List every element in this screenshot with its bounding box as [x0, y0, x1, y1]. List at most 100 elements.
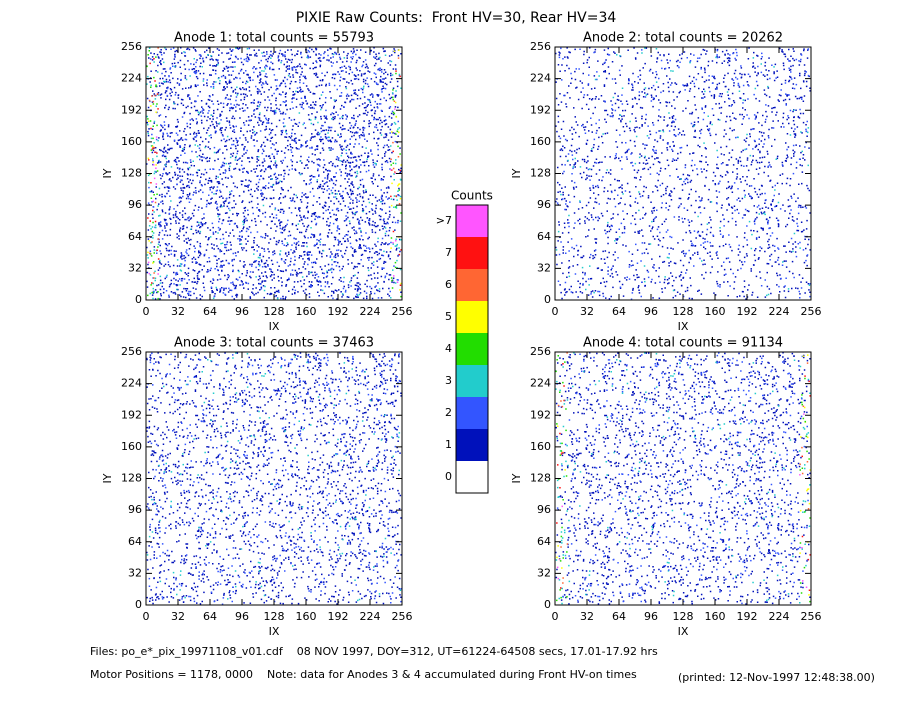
x-tick-label: 256: [392, 610, 413, 623]
y-axis-label: IY: [101, 473, 114, 483]
x-tick-label: 96: [644, 305, 658, 318]
y-tick-label: 0: [135, 293, 142, 306]
x-axis-label: IX: [678, 320, 689, 333]
y-tick-label: 256: [530, 345, 551, 358]
colorbar-cell: [456, 301, 488, 333]
x-tick-label: 0: [552, 610, 559, 623]
colorbar-cell: [456, 269, 488, 301]
count-texture: [146, 47, 402, 300]
y-tick-label: 192: [530, 103, 551, 116]
panel-title: Anode 2: total counts = 20262: [583, 31, 783, 46]
colorbar-label: 1: [445, 438, 452, 451]
x-tick-label: 224: [769, 610, 790, 623]
plot-frame: [145, 46, 403, 301]
page-title: PIXIE Raw Counts: Front HV=30, Rear HV=3…: [296, 10, 617, 26]
colorbar-label: 4: [445, 342, 452, 355]
colorbar-cell: [456, 397, 488, 429]
count-texture: [146, 47, 402, 300]
y-tick-label: 0: [135, 598, 142, 611]
colorbar-cell: [456, 237, 488, 269]
colorbar-cell: [456, 429, 488, 461]
x-tick-label: 160: [296, 610, 317, 623]
x-tick-label: 64: [612, 610, 626, 623]
x-tick-label: 32: [171, 610, 185, 623]
x-tick-label: 96: [235, 610, 249, 623]
x-tick-label: 128: [264, 610, 285, 623]
y-tick-label: 160: [121, 135, 142, 148]
x-tick-label: 128: [264, 305, 285, 318]
y-tick-label: 224: [121, 377, 142, 390]
y-axis-label: IY: [510, 473, 523, 483]
count-texture: [555, 352, 811, 605]
x-tick-label: 256: [801, 610, 822, 623]
x-tick-label: 128: [673, 305, 694, 318]
count-texture: [556, 354, 811, 596]
y-tick-label: 64: [128, 230, 142, 243]
y-tick-label: 192: [121, 103, 142, 116]
panel-title: Anode 1: total counts = 55793: [174, 31, 374, 46]
y-axis-label: IY: [510, 168, 523, 178]
y-tick-label: 96: [537, 503, 551, 516]
y-tick-label: 0: [544, 598, 551, 611]
colorbar-cell: [456, 333, 488, 365]
footer-printed: (printed: 12-Nov-1997 12:48:38.00): [678, 671, 875, 684]
x-tick-label: 160: [296, 305, 317, 318]
y-tick-label: 192: [530, 408, 551, 421]
y-tick-label: 192: [121, 408, 142, 421]
y-axis-label: IY: [101, 168, 114, 178]
x-tick-label: 128: [673, 610, 694, 623]
y-tick-label: 32: [537, 261, 551, 274]
panel-title: Anode 3: total counts = 37463: [174, 336, 374, 351]
y-tick-label: 0: [544, 293, 551, 306]
x-tick-label: 0: [143, 305, 150, 318]
x-axis-label: IX: [678, 625, 689, 638]
colorbar-cell: [456, 461, 488, 493]
y-tick-label: 256: [121, 345, 142, 358]
count-texture: [146, 352, 402, 605]
y-tick-label: 96: [537, 198, 551, 211]
colorbar-label: 2: [445, 406, 452, 419]
plot-frame: [554, 351, 812, 606]
count-texture: [555, 352, 811, 605]
x-axis-label: IX: [269, 320, 280, 333]
y-tick-label: 224: [530, 72, 551, 85]
x-tick-label: 0: [552, 305, 559, 318]
x-tick-label: 32: [171, 305, 185, 318]
y-tick-label: 256: [121, 40, 142, 53]
x-tick-label: 96: [644, 610, 658, 623]
x-tick-label: 32: [580, 610, 594, 623]
panel-title: Anode 4: total counts = 91134: [583, 336, 783, 351]
y-tick-label: 256: [530, 40, 551, 53]
y-tick-label: 160: [530, 440, 551, 453]
colorbar-cell: [456, 365, 488, 397]
footer-motor: Motor Positions = 1178, 0000 Note: data …: [90, 668, 637, 681]
x-tick-label: 192: [737, 305, 758, 318]
y-tick-label: 96: [128, 503, 142, 516]
colorbar-label: 7: [445, 246, 452, 259]
x-tick-label: 64: [203, 305, 217, 318]
colorbar-title: Counts: [451, 189, 493, 203]
x-tick-label: 224: [360, 305, 381, 318]
y-tick-label: 64: [128, 535, 142, 548]
y-tick-label: 96: [128, 198, 142, 211]
x-tick-label: 96: [235, 305, 249, 318]
y-tick-label: 224: [530, 377, 551, 390]
x-tick-label: 32: [580, 305, 594, 318]
x-tick-label: 0: [143, 610, 150, 623]
count-texture: [556, 352, 810, 605]
x-tick-label: 64: [203, 610, 217, 623]
y-tick-label: 128: [530, 167, 551, 180]
y-tick-label: 32: [537, 566, 551, 579]
y-tick-label: 224: [121, 72, 142, 85]
x-tick-label: 160: [705, 305, 726, 318]
x-tick-label: 160: [705, 610, 726, 623]
colorbar-label: 0: [445, 470, 452, 483]
footer-files: Files: po_e*_pix_19971108_v01.cdf 08 NOV…: [90, 645, 658, 658]
colorbar-label: 3: [445, 374, 452, 387]
x-tick-label: 192: [328, 610, 349, 623]
x-axis-label: IX: [269, 625, 280, 638]
y-tick-label: 32: [128, 566, 142, 579]
y-tick-label: 160: [121, 440, 142, 453]
